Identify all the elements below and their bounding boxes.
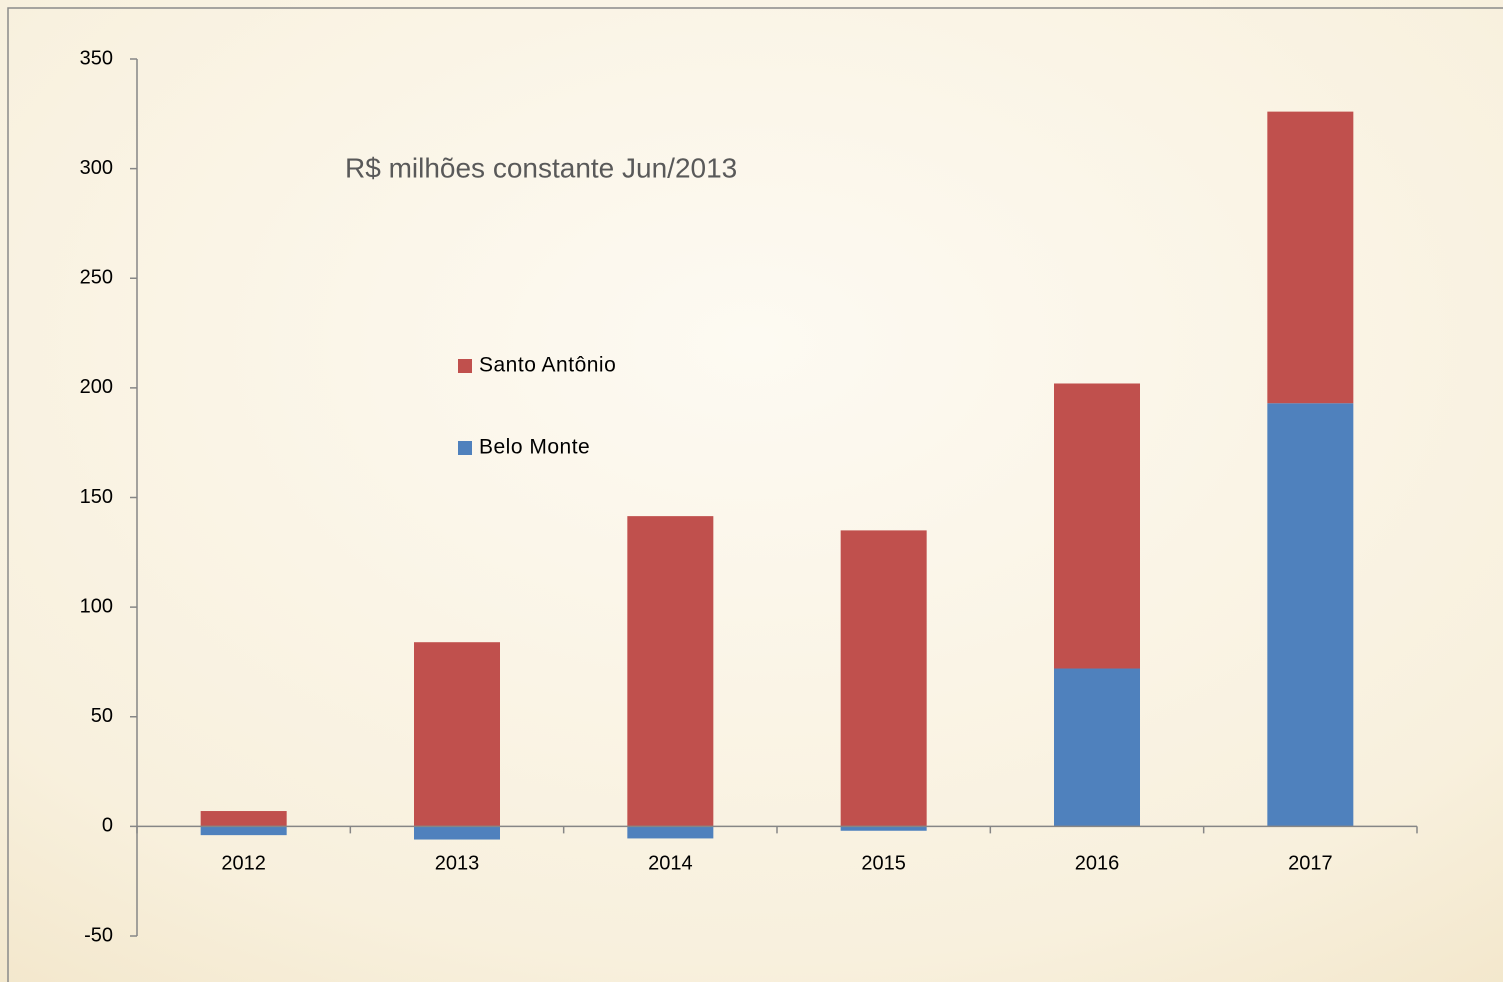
legend-label: Belo Monte xyxy=(479,436,590,459)
y-tick-label: 150 xyxy=(80,486,113,508)
bar xyxy=(840,530,927,827)
bar xyxy=(200,826,287,836)
x-tick-label: 2017 xyxy=(1288,853,1333,875)
y-tick-label: 200 xyxy=(80,376,113,398)
legend-swatch xyxy=(458,441,472,455)
y-tick-label: 50 xyxy=(91,705,113,727)
x-tick-label: 2012 xyxy=(221,853,266,875)
y-tick-label: -50 xyxy=(84,924,113,946)
x-tick-label: 2013 xyxy=(435,853,480,875)
y-tick-label: 0 xyxy=(102,815,113,837)
legend-label: Santo Antônio xyxy=(479,354,616,377)
bar xyxy=(1267,111,1354,404)
bar xyxy=(200,811,287,827)
frame xyxy=(7,7,1503,982)
legend-swatch xyxy=(458,359,472,373)
bar xyxy=(627,826,714,839)
y-tick-label: 100 xyxy=(80,595,113,617)
y-tick-label: 350 xyxy=(80,47,113,69)
bar xyxy=(627,516,714,827)
bar xyxy=(414,826,500,840)
x-tick-label: 2016 xyxy=(1075,853,1120,875)
x-tick-label: 2014 xyxy=(648,853,693,875)
bar xyxy=(1267,403,1354,827)
bar xyxy=(840,826,927,831)
bar xyxy=(1054,383,1140,669)
bar xyxy=(1054,668,1140,827)
x-tick-label: 2015 xyxy=(861,853,906,875)
bar xyxy=(414,642,500,827)
y-tick-label: 300 xyxy=(80,157,113,179)
y-tick-label: 250 xyxy=(80,267,113,289)
annotation: R$ milhões constante Jun/2013 xyxy=(345,152,737,183)
